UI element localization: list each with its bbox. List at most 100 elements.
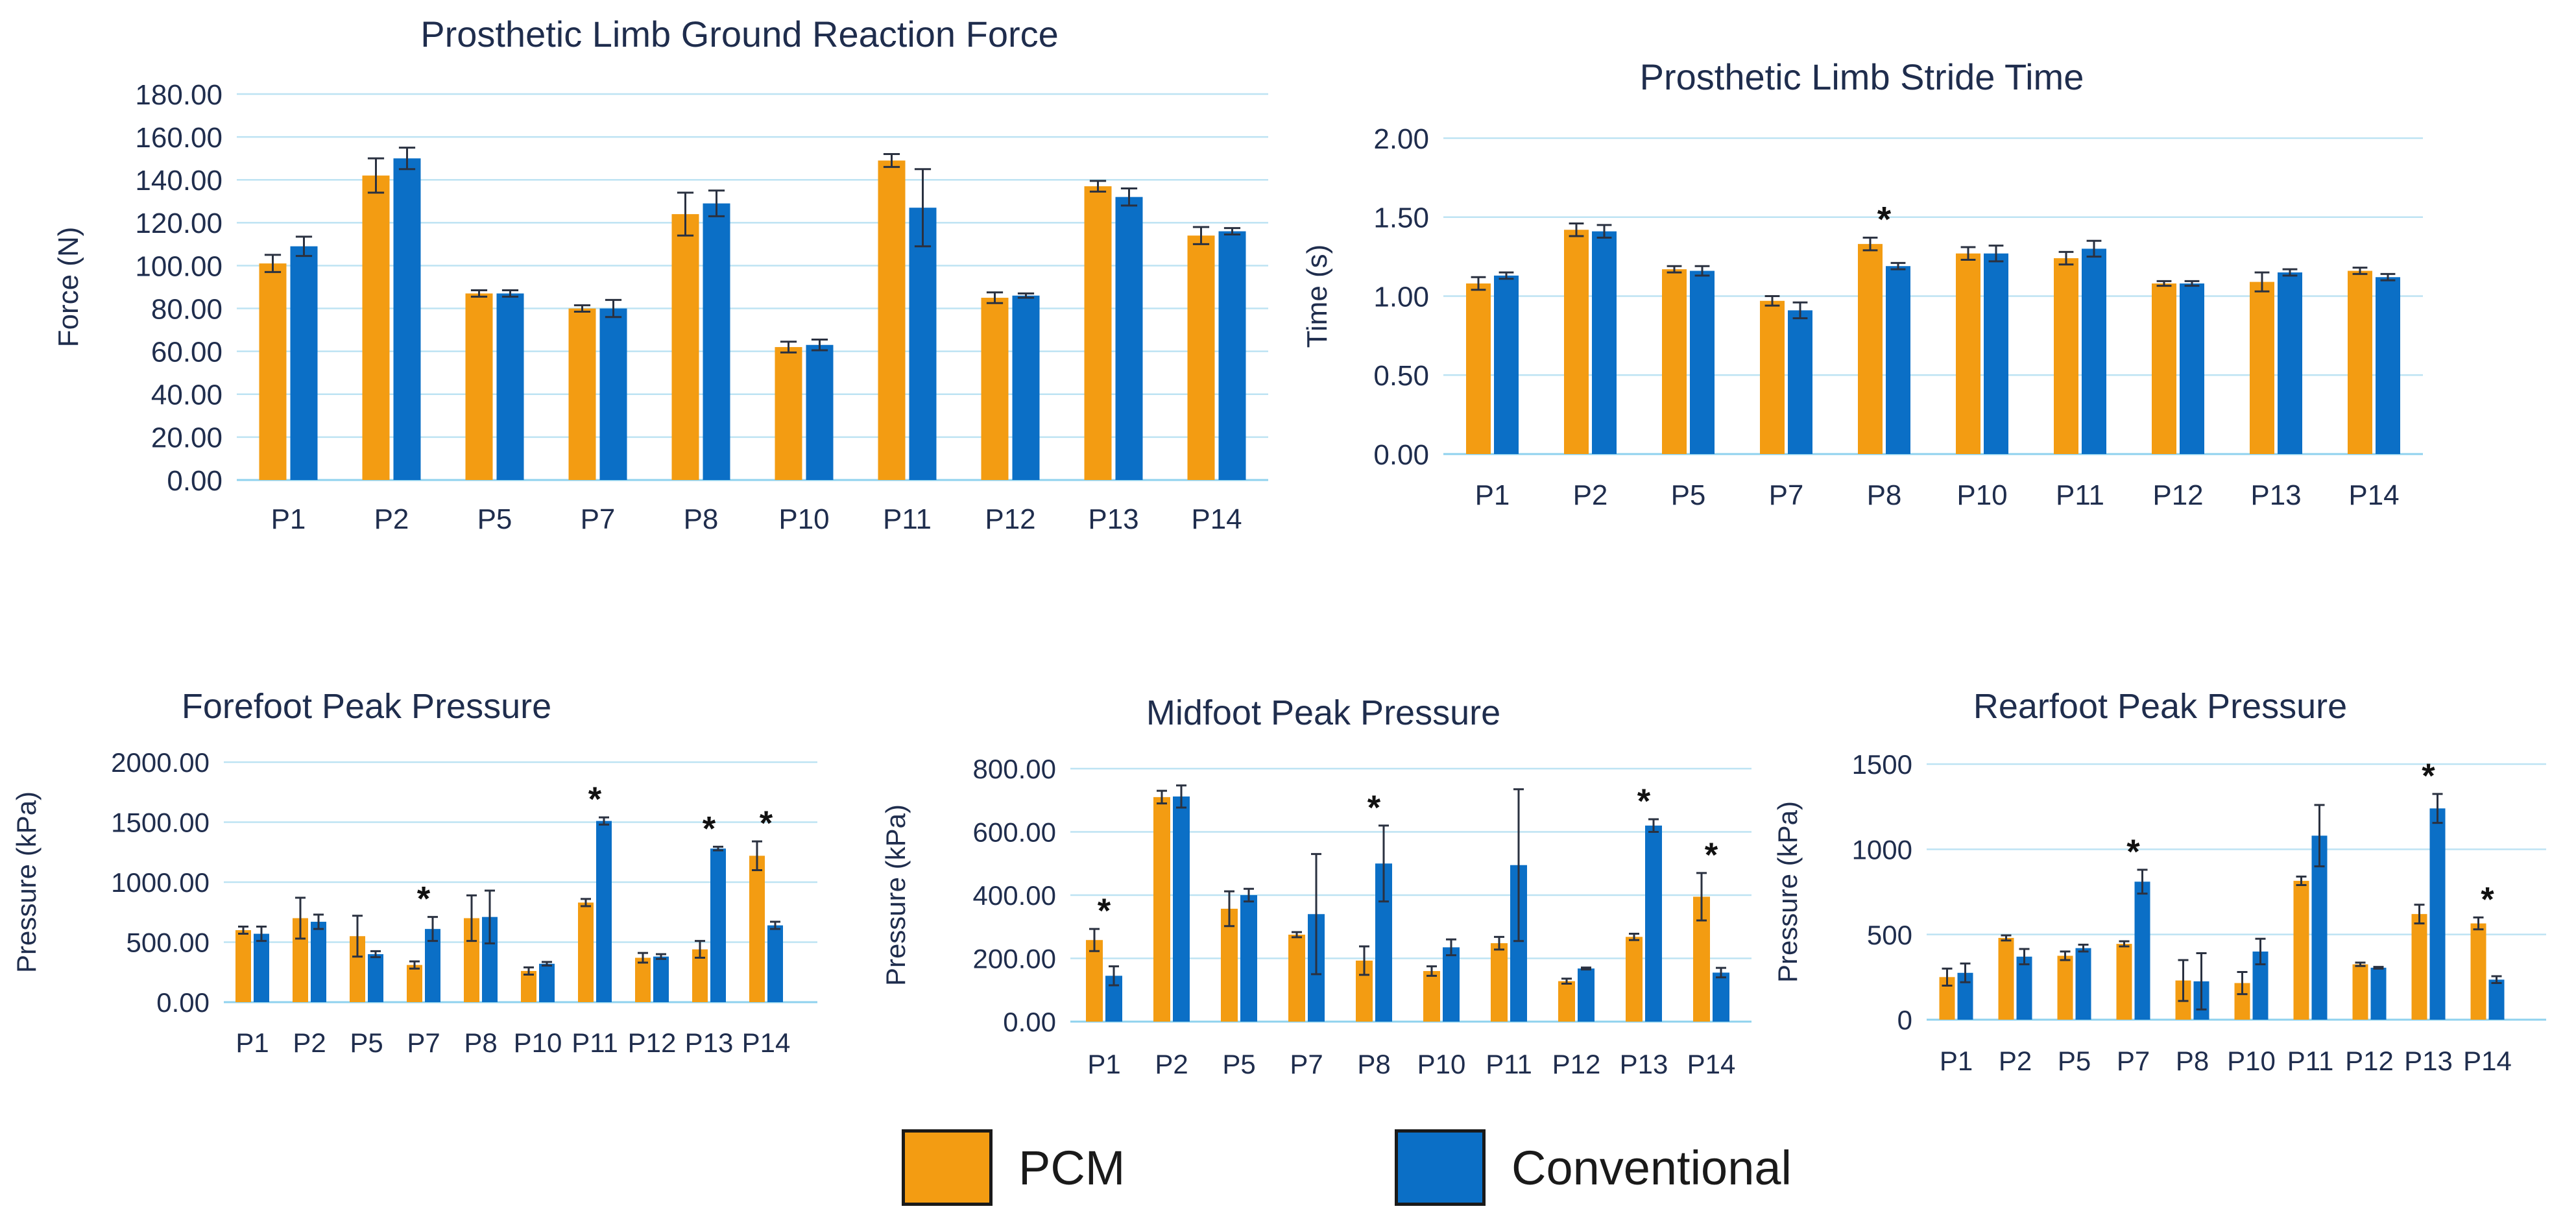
chart1-ytick-label-0: 0.00 <box>167 465 223 497</box>
chart2-bar-pcm-p7 <box>1760 300 1785 454</box>
chart1-bar-conventional-p8 <box>703 203 730 480</box>
chart4-error-bar-pcm-p13 <box>1629 932 1639 941</box>
chart4-error-bar-conventional-p8 <box>1378 824 1389 903</box>
chart1-xtick-label-p14: P14 <box>1191 503 1242 535</box>
chart5-error-bar-conventional-p8 <box>2196 952 2207 1011</box>
chart1-ytick-label-9: 180.00 <box>135 79 223 111</box>
chart4-bar-pcm-p13 <box>1626 937 1643 1022</box>
chart1-bar-pcm-p11 <box>878 160 906 480</box>
chart4-bar-pcm-p11 <box>1491 943 1508 1022</box>
chart4-significance-star-p13: * <box>1637 782 1651 821</box>
chart5-error-bar-pcm-p11 <box>2296 875 2307 886</box>
chart4-ytick-label-1: 200.00 <box>973 944 1056 974</box>
chart1-error-bar-pcm-p5 <box>470 289 488 298</box>
chart3-error-bar-conventional-p13 <box>713 845 723 852</box>
chart2-bar-conventional-p10 <box>1984 253 2008 454</box>
chart4-bar-pcm-p5 <box>1221 908 1238 1022</box>
chart2-xtick-label-p8: P8 <box>1867 479 1902 511</box>
legend-swatch-pcm <box>902 1129 993 1206</box>
chart2-ytick-label-4: 2.00 <box>1373 123 1429 155</box>
chart3-error-bar-conventional-p8 <box>485 889 495 944</box>
chart2-ytick-label-2: 1.00 <box>1373 281 1429 313</box>
chart2-significance-star-p8: * <box>1877 198 1892 239</box>
chart1-error-bar-pcm-p14 <box>1192 226 1210 245</box>
chart3-error-bar-pcm-p13 <box>695 940 705 959</box>
chart4-xtick-label-p8: P8 <box>1357 1049 1390 1079</box>
chart3-bar-pcm-p7 <box>407 965 422 1002</box>
chart1-error-bar-conventional-p5 <box>501 289 519 298</box>
legend-item-conventional: Conventional <box>1395 1125 1792 1210</box>
chart1-error-bar-pcm-p10 <box>780 341 797 354</box>
chart1-bar-pcm-p10 <box>775 347 802 480</box>
chart5-ytick-label-1: 500 <box>1867 920 1912 950</box>
chart5-bar-conventional-p12 <box>2370 967 2387 1020</box>
chart2-bar-pcm-p10 <box>1956 253 1980 454</box>
chart1-error-bar-conventional-p8 <box>708 189 725 217</box>
chart2-xtick-label-p14: P14 <box>2348 479 2399 511</box>
chart1-bar-pcm-p14 <box>1187 235 1215 480</box>
chart5-bar-conventional-p2 <box>2016 956 2032 1020</box>
chart2-error-bar-conventional-p1 <box>1499 271 1514 280</box>
chart2-ytick-label-3: 1.50 <box>1373 202 1429 234</box>
chart1-bar-conventional-p2 <box>393 158 421 480</box>
chart5-bar-conventional-p14 <box>2488 979 2505 1020</box>
chart2-bar-conventional-p12 <box>2180 283 2204 454</box>
chart2-xtick-label-p1: P1 <box>1475 479 1510 511</box>
chart2-xtick-label-p7: P7 <box>1769 479 1804 511</box>
chart1-xtick-label-p10: P10 <box>778 503 829 535</box>
chart2-bar-conventional-p14 <box>2376 277 2400 454</box>
chart3-xtick-label-p2: P2 <box>293 1027 326 1058</box>
chart2-bar-conventional-p8 <box>1886 266 1910 454</box>
chart4-error-bar-conventional-p7 <box>1311 853 1321 976</box>
chart1-error-bar-pcm-p8 <box>677 191 694 237</box>
chart2-error-bar-pcm-p8 <box>1862 236 1878 252</box>
chart1-error-bar-conventional-p11 <box>914 168 932 248</box>
chart2-bar-conventional-p11 <box>2082 248 2106 454</box>
chart2-error-bar-pcm-p13 <box>2254 271 2270 293</box>
chart2-xtick-label-p13: P13 <box>2250 479 2301 511</box>
chart4-xtick-label-p10: P10 <box>1417 1049 1466 1079</box>
chart1-ytick-label-5: 100.00 <box>135 250 223 282</box>
chart2-bar-conventional-p7 <box>1788 310 1812 454</box>
chart3-title: Forefoot Peak Pressure <box>182 687 551 726</box>
chart5-bar-conventional-p5 <box>2075 948 2091 1020</box>
chart5-significance-star-p14: * <box>2481 880 2494 918</box>
chart2-error-bar-conventional-p13 <box>2282 268 2298 277</box>
chart5-bar-pcm-p2 <box>1998 937 2014 1020</box>
chart1-bar-pcm-p1 <box>259 263 287 480</box>
chart1-bar-pcm-p8 <box>671 214 699 480</box>
chart4-error-bar-pcm-p10 <box>1426 965 1437 977</box>
chart2-xtick-label-p12: P12 <box>2152 479 2203 511</box>
chart1-bar-conventional-p10 <box>806 344 834 480</box>
chart3-ytick-label-0: 0.00 <box>156 987 210 1018</box>
chart5-significance-star-p13: * <box>2422 757 2435 795</box>
chart5-error-bar-pcm-p14 <box>2473 916 2484 931</box>
chart4-ytick-label-0: 0.00 <box>1003 1007 1056 1037</box>
chart4-bar-conventional-p13 <box>1645 825 1662 1022</box>
chart2-bar-pcm-p8 <box>1858 244 1883 454</box>
chart4-bar-pcm-p7 <box>1288 934 1305 1022</box>
chart1-bar-conventional-p14 <box>1218 231 1246 480</box>
chart5-error-bar-conventional-p7 <box>2137 869 2148 895</box>
chart2-xtick-label-p10: P10 <box>1956 479 2007 511</box>
chart3-xtick-label-p14: P14 <box>742 1027 791 1058</box>
chart2-error-bar-conventional-p10 <box>1988 245 2004 263</box>
chart4-error-bar-pcm-p5 <box>1224 890 1234 928</box>
chart3-significance-star-p7: * <box>417 880 431 918</box>
chart4-ytick-label-2: 400.00 <box>973 880 1056 911</box>
chart2-error-bar-conventional-p11 <box>2086 239 2102 258</box>
chart3-error-bar-conventional-p7 <box>427 916 438 942</box>
chart3-xtick-label-p8: P8 <box>464 1027 497 1058</box>
chart4-xtick-label-p14: P14 <box>1687 1049 1736 1079</box>
chart1-ytick-label-4: 80.00 <box>151 293 223 325</box>
chart4-bar-conventional-p10 <box>1443 947 1460 1022</box>
chart3-error-bar-conventional-p14 <box>770 920 780 930</box>
chart2-title: Prosthetic Limb Stride Time <box>1640 56 2084 97</box>
chart1-bar-pcm-p7 <box>568 308 596 480</box>
chart4-bar-conventional-p12 <box>1578 968 1595 1022</box>
chart4-bar-conventional-p2 <box>1173 796 1190 1022</box>
chart1-ytick-label-6: 120.00 <box>135 208 223 239</box>
chart4-xtick-label-p12: P12 <box>1552 1049 1601 1079</box>
chart5-bar-pcm-p5 <box>2057 955 2073 1020</box>
chart3-bar-conventional-p2 <box>311 922 326 1002</box>
